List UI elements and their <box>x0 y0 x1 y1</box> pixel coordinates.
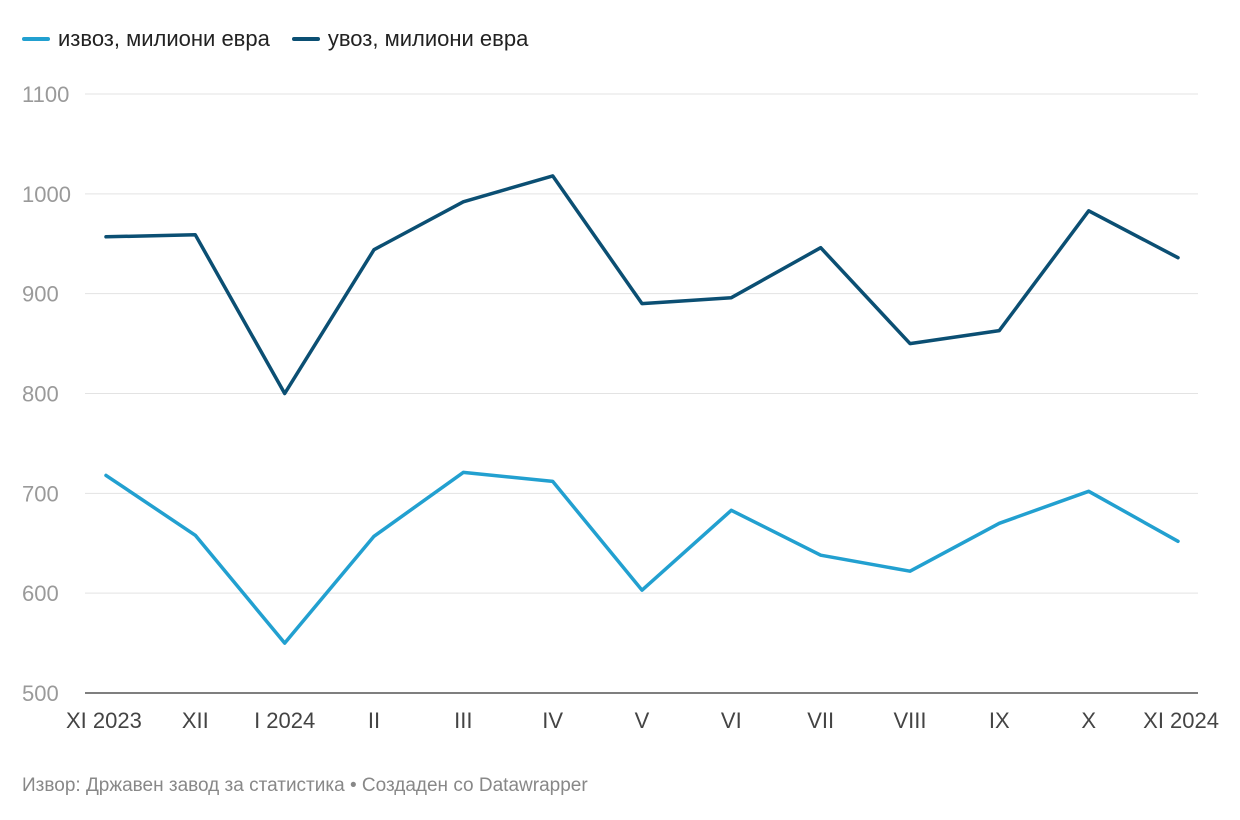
legend-swatch-export <box>22 37 50 41</box>
y-tick-label: 700 <box>22 481 59 506</box>
x-tick-label: II <box>368 708 380 733</box>
legend-swatch-import <box>291 37 320 41</box>
y-tick-label: 900 <box>22 282 59 307</box>
x-tick-label: XI 2023 <box>66 708 142 733</box>
y-tick-label: 500 <box>22 681 59 706</box>
x-tick-label: XI 2024 <box>1143 708 1219 733</box>
y-tick-label: 800 <box>22 382 59 407</box>
x-tick-label: VII <box>807 708 834 733</box>
x-tick-label: I 2024 <box>254 708 315 733</box>
x-tick-label: X <box>1081 708 1096 733</box>
legend-label-export: извоз, милиони евра <box>58 26 270 51</box>
import-series-line <box>104 174 1180 396</box>
chart-legend: извоз, милиони евра увоз, милиони евра <box>22 26 528 52</box>
x-tick-label: VI <box>721 708 742 733</box>
x-tick-label: IV <box>542 708 563 733</box>
export-series-line <box>104 470 1180 645</box>
x-tick-label: VIII <box>893 708 926 733</box>
y-tick-label: 1000 <box>22 182 71 207</box>
legend-item-export: извоз, милиони евра <box>22 26 270 52</box>
y-tick-label: 600 <box>22 581 59 606</box>
y-tick-label: 1100 <box>22 82 69 107</box>
x-tick-label: XII <box>182 708 209 733</box>
x-tick-label: V <box>635 708 650 733</box>
source-footer: Извор: Државен завод за статистика • Соз… <box>22 775 588 796</box>
x-tick-label: III <box>454 708 472 733</box>
legend-item-import: увоз, милиони евра <box>291 26 529 52</box>
x-tick-label: IX <box>989 708 1010 733</box>
legend-label-import: увоз, милиони евра <box>327 26 529 51</box>
